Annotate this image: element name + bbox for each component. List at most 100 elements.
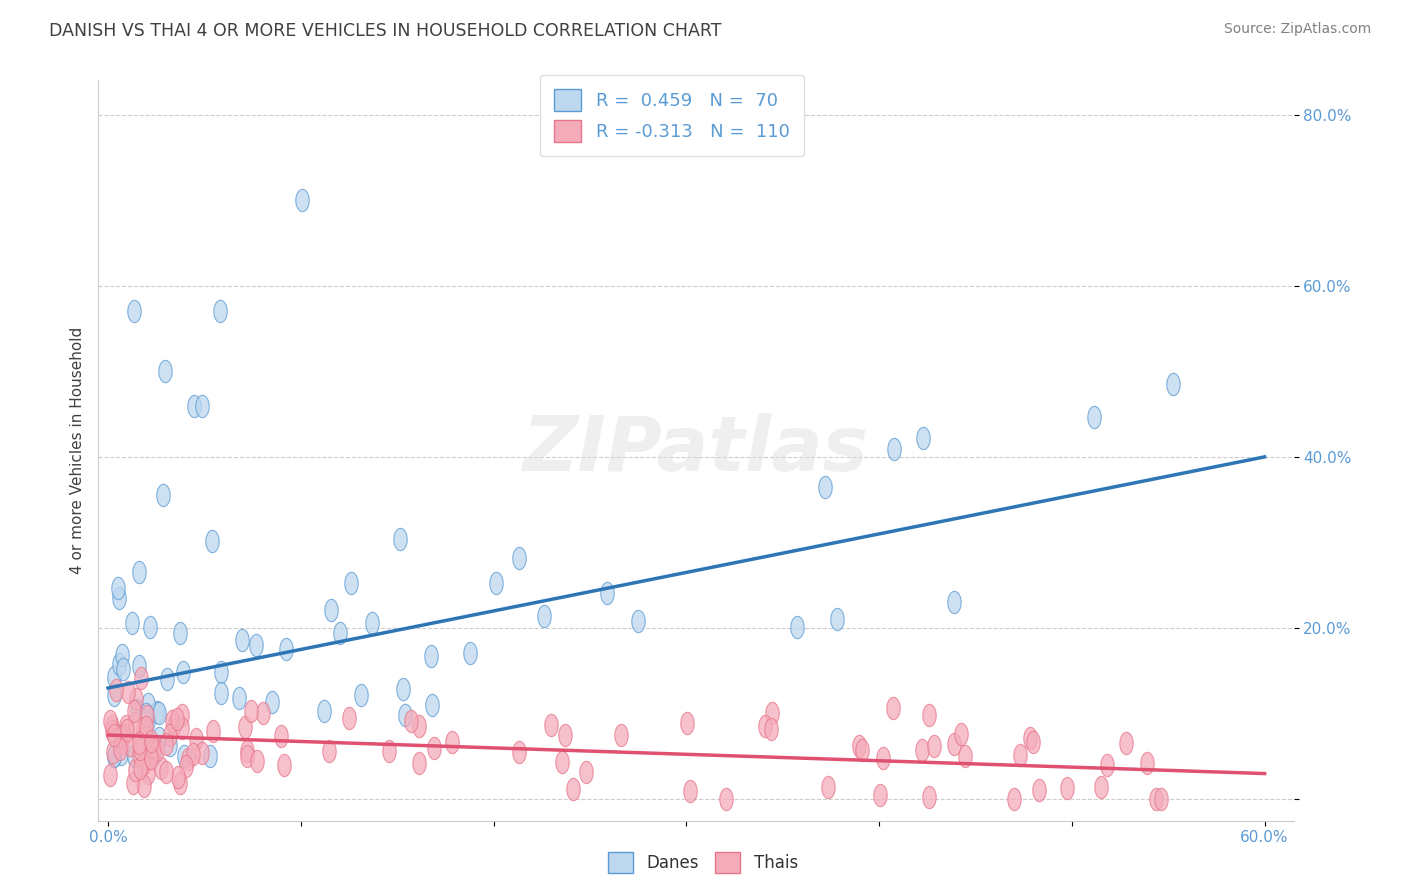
Point [422,698,444,712]
Point [112,662,135,676]
Point [246,754,269,768]
Point [817,780,839,794]
Point [146,743,169,757]
Point [883,442,905,457]
Point [124,716,146,731]
Point [236,744,259,758]
Point [166,713,188,727]
Point [103,689,125,703]
Point [262,695,284,709]
Point [166,770,188,784]
Legend: Danes, Thais: Danes, Thais [602,846,804,880]
Point [181,747,204,761]
Point [562,782,585,797]
Point [1008,747,1031,762]
Point [136,697,159,711]
Point [328,626,350,640]
Point [312,704,335,718]
Point [136,714,159,729]
Point [240,704,263,718]
Point [943,738,966,752]
Point [869,788,891,802]
Point [146,706,169,720]
Point [233,720,256,734]
Point [169,626,191,640]
Point [922,739,945,754]
Point [540,718,562,732]
Point [159,728,181,742]
Point [596,586,619,600]
Point [191,746,214,760]
Point [848,739,870,753]
Point [394,708,416,723]
Point [112,728,135,742]
Point [159,739,181,753]
Point [103,749,125,764]
Point [103,670,125,684]
Point [122,304,145,318]
Point [458,646,481,660]
Point [872,751,894,765]
Legend: R =  0.459   N =  70, R = -0.313   N =  110: R = 0.459 N = 70, R = -0.313 N = 110 [540,75,804,156]
Point [98,714,121,728]
Point [882,701,904,715]
Point [228,691,250,706]
Point [103,728,125,742]
Point [318,744,340,758]
Point [148,706,170,720]
Point [1090,780,1112,795]
Point [408,719,430,733]
Point [170,721,193,735]
Point [1136,756,1159,770]
Point [135,720,157,734]
Point [139,734,162,748]
Point [136,751,159,765]
Point [202,724,225,739]
Point [235,749,257,764]
Point [918,789,941,804]
Point [440,734,463,748]
Point [245,638,267,652]
Point [231,632,253,647]
Point [142,741,165,756]
Point [761,723,783,737]
Point [1022,735,1045,749]
Point [273,758,295,772]
Point [554,728,576,742]
Point [135,707,157,722]
Point [508,745,530,759]
Point [813,480,835,494]
Point [423,741,446,756]
Point [110,747,132,762]
Point [1056,780,1078,795]
Point [786,619,808,633]
Point [276,642,298,657]
Point [153,364,176,378]
Text: Source: ZipAtlas.com: Source: ZipAtlas.com [1223,22,1371,37]
Point [103,749,125,764]
Point [128,747,150,762]
Point [111,736,134,750]
Point [361,616,384,631]
Point [125,703,148,717]
Point [117,684,139,698]
Point [208,304,231,318]
Point [377,744,399,758]
Point [169,776,191,790]
Point [399,714,422,728]
Point [108,591,131,605]
Point [190,399,212,413]
Point [676,716,699,731]
Point [942,594,965,608]
Point [143,740,166,755]
Point [339,711,361,725]
Point [609,728,631,742]
Point [825,612,848,626]
Point [911,743,934,757]
Point [419,648,441,663]
Point [139,750,162,764]
Point [115,718,138,732]
Point [183,399,205,413]
Point [160,714,183,728]
Point [124,704,146,718]
